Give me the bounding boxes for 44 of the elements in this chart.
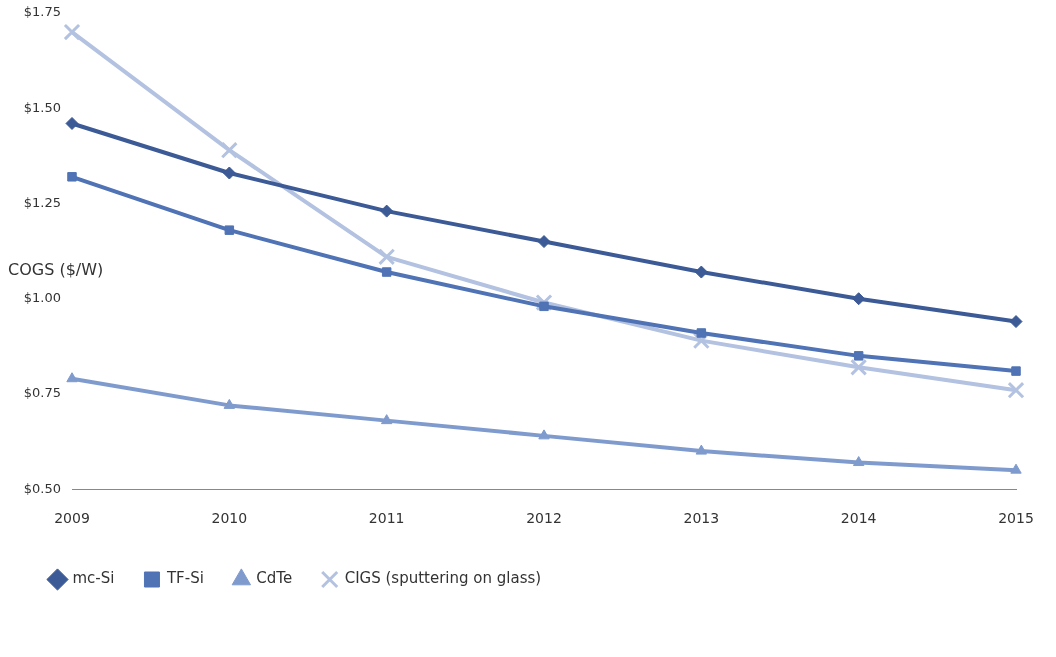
point <box>537 235 551 249</box>
legend-label: CIGS (sputtering on glass) <box>344 569 542 588</box>
x-tick-label: 2015 <box>998 510 1034 527</box>
point <box>850 358 868 376</box>
x-tick-label: 2014 <box>840 510 877 527</box>
point <box>378 248 396 266</box>
y-tick-label: $1.75 <box>23 4 61 20</box>
y-tick-label: $1.50 <box>23 99 61 115</box>
point <box>67 172 77 182</box>
x-tick-label: 2012 <box>526 510 562 527</box>
y-tick-label: $0.75 <box>23 385 61 401</box>
point <box>696 328 707 338</box>
legend-label: CdTe <box>256 569 293 588</box>
point <box>695 444 708 455</box>
legend-label: mc-Si <box>72 569 115 588</box>
y-tick-label: $0.50 <box>23 480 61 496</box>
y-axis-title: COGS ($/W) <box>8 260 104 280</box>
legend-label: TF-Si <box>165 569 204 588</box>
point <box>380 414 393 425</box>
point <box>224 225 235 235</box>
point <box>694 265 708 279</box>
y-tick-label: $1.00 <box>23 290 61 306</box>
point <box>1009 315 1023 329</box>
point <box>220 141 238 159</box>
x-tick-label: 2009 <box>54 510 90 527</box>
point <box>1007 381 1025 399</box>
point <box>63 23 81 41</box>
y-tick-label: $1.25 <box>23 194 61 210</box>
point <box>380 204 394 218</box>
point <box>1010 463 1022 474</box>
point <box>852 456 865 467</box>
x-tick-label: 2011 <box>368 510 405 527</box>
point <box>1011 366 1021 376</box>
point <box>66 372 78 383</box>
x-tick-label: 2010 <box>211 510 248 527</box>
point <box>539 301 549 312</box>
point <box>853 351 864 361</box>
x-tick-label: 2013 <box>683 510 720 527</box>
point <box>381 267 392 277</box>
point <box>223 398 236 409</box>
point <box>538 429 550 440</box>
point <box>222 166 236 180</box>
point <box>852 292 866 306</box>
point <box>65 116 79 130</box>
